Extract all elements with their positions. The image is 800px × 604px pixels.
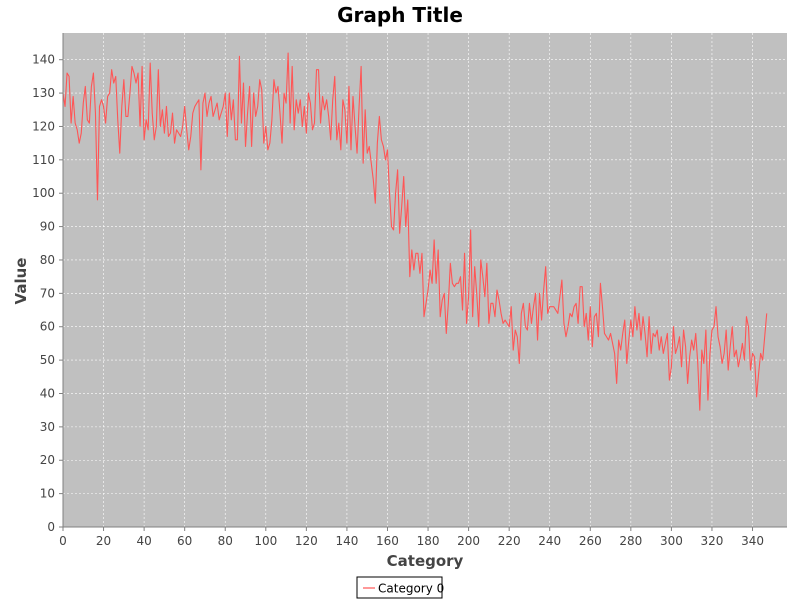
x-tick-label: 100: [254, 534, 277, 548]
y-tick-label: 60: [40, 320, 55, 334]
x-tick-label: 140: [335, 534, 358, 548]
legend-box: [356, 576, 443, 599]
grid-lines: [62, 33, 787, 528]
x-tick-label: 320: [701, 534, 724, 548]
y-axis-label: Value: [12, 258, 30, 305]
legend-label-category-0: Category 0: [378, 582, 444, 596]
x-axis-ticks: 0 20 40 60 80 100 120 140 160 180 200 220 240 260 280 3…: [59, 527, 764, 548]
y-tick-label: 120: [32, 119, 55, 133]
x-tick-label: 40: [136, 534, 151, 548]
x-tick-label: 260: [579, 534, 602, 548]
x-axis-label: Category: [387, 552, 464, 570]
x-tick-label: 220: [498, 534, 521, 548]
y-tick-label: 100: [32, 186, 55, 200]
y-axis-ticks: 0 10 20 30 40 50 60 70 80 90 100 110 120 130 140: [32, 53, 63, 534]
x-tick-label: 180: [417, 534, 440, 548]
x-tick-label: 60: [177, 534, 192, 548]
x-tick-label: 240: [538, 534, 561, 548]
y-tick-label: 110: [32, 153, 55, 167]
y-tick-label: 10: [40, 487, 55, 501]
x-tick-label: 200: [457, 534, 480, 548]
y-tick-label: 20: [40, 453, 55, 467]
plot-area: [63, 33, 787, 527]
y-tick-label: 130: [32, 86, 55, 100]
y-tick-label: 40: [40, 386, 55, 400]
x-tick-label: 120: [295, 534, 318, 548]
x-tick-label: 160: [376, 534, 399, 548]
legend: Category 0: [356, 576, 444, 599]
y-tick-label: 80: [40, 253, 55, 267]
y-tick-label: 90: [40, 220, 55, 234]
series-layer: [62, 52, 768, 411]
y-tick-label: 140: [32, 53, 55, 67]
x-tick-label: 80: [218, 534, 233, 548]
x-tick-label: 280: [619, 534, 642, 548]
x-tick-label: 20: [96, 534, 111, 548]
x-tick-label: 340: [741, 534, 764, 548]
x-tick-label: 300: [660, 534, 683, 548]
y-tick-label: 50: [40, 353, 55, 367]
y-tick-label: 30: [40, 420, 55, 434]
x-tick-label: 0: [59, 534, 67, 548]
series-line-category-0: [62, 52, 768, 411]
y-tick-label: 70: [40, 286, 55, 300]
y-tick-label: 0: [47, 520, 55, 534]
chart-title: Graph Title: [337, 3, 463, 27]
